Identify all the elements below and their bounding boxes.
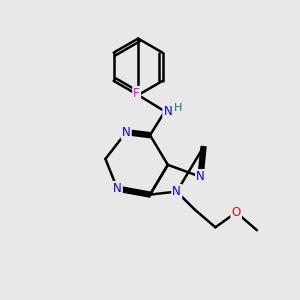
Text: O: O [232,206,241,219]
Text: N: N [164,105,172,118]
Text: N: N [113,182,122,195]
Text: N: N [196,170,205,183]
Text: F: F [133,87,140,100]
Text: H: H [174,103,182,113]
Text: N: N [172,185,181,198]
Text: N: N [122,126,130,139]
